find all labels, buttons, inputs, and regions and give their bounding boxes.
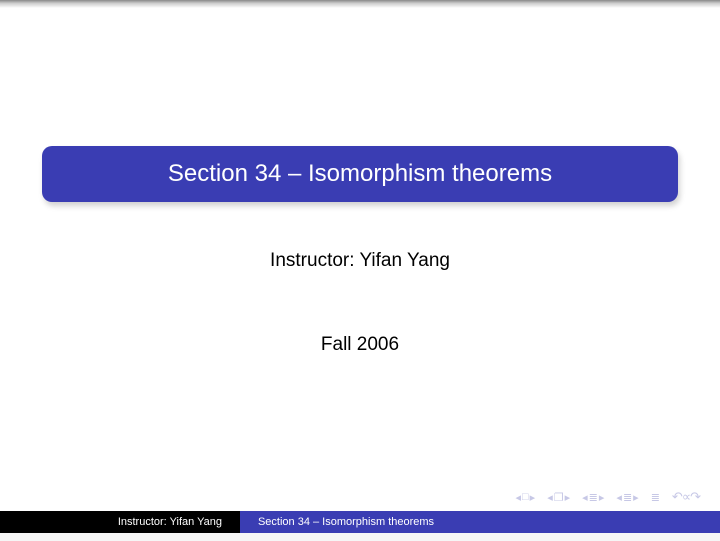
- top-shadow-border: [0, 0, 720, 8]
- nav-next-icon: ▸: [599, 491, 605, 504]
- footer-right-fill: [480, 511, 720, 533]
- nav-lines-icon: ≣: [589, 491, 598, 504]
- nav-box-icon: □: [522, 491, 529, 503]
- nav-frame-group[interactable]: ◂ □ ▸: [515, 491, 535, 504]
- slide-container: Section 34 – Isomorphism theorems Instru…: [0, 8, 720, 533]
- footer-author: Instructor: Yifan Yang: [0, 511, 240, 533]
- nav-doc-icon: ❐: [554, 491, 564, 504]
- instructor-line: Instructor: Yifan Yang: [0, 250, 720, 272]
- term-line: Fall 2006: [0, 334, 720, 356]
- nav-prev-icon: ◂: [547, 491, 553, 504]
- title-block: Section 34 – Isomorphism theorems: [42, 146, 678, 202]
- slide-footer: Instructor: Yifan Yang Section 34 – Isom…: [0, 511, 720, 533]
- nav-section-group[interactable]: ◂ ≣ ▸: [582, 491, 604, 504]
- nav-goto-icon[interactable]: ≣: [651, 491, 660, 504]
- beamer-nav-bar: ◂ □ ▸ ◂ ❐ ▸ ◂ ≣ ▸ ◂ ≣ ▸ ≣ ↶∝↷: [515, 489, 700, 505]
- nav-lines-icon: ≣: [623, 491, 632, 504]
- nav-next-icon: ▸: [565, 491, 571, 504]
- nav-prev-icon: ◂: [582, 491, 588, 504]
- nav-prev-icon: ◂: [616, 491, 622, 504]
- nav-next-icon: ▸: [530, 491, 536, 504]
- nav-prev-icon: ◂: [515, 491, 521, 504]
- nav-part-group[interactable]: ◂ ≣ ▸: [616, 491, 638, 504]
- nav-next-icon: ▸: [633, 491, 639, 504]
- nav-undo-icon[interactable]: ↶∝↷: [672, 489, 700, 505]
- slide-title: Section 34 – Isomorphism theorems: [62, 160, 658, 188]
- nav-subsection-group[interactable]: ◂ ❐ ▸: [547, 491, 570, 504]
- footer-title: Section 34 – Isomorphism theorems: [240, 511, 480, 533]
